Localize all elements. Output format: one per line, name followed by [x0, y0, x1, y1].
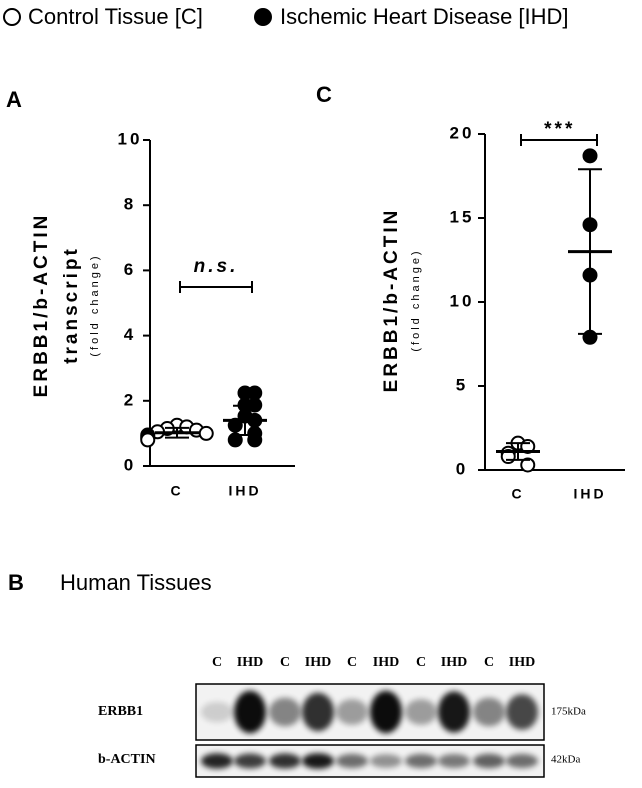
- y-tick-label: 15: [450, 207, 475, 226]
- band: [506, 694, 538, 730]
- legend-marker: [254, 8, 272, 26]
- y-axis-sublabel: (fold change): [89, 253, 101, 356]
- data-point: [227, 432, 243, 448]
- lane-label: C: [347, 655, 357, 670]
- band: [473, 753, 505, 769]
- y-axis-sublabel: (fold change): [410, 248, 422, 351]
- panel-letter: C: [316, 82, 332, 107]
- blot-title: Human Tissues: [60, 570, 212, 595]
- panel-letter: A: [6, 87, 22, 112]
- band: [302, 692, 334, 732]
- band: [405, 753, 437, 769]
- band: [201, 753, 233, 769]
- lane-label: C: [484, 655, 494, 670]
- band: [234, 690, 266, 734]
- band: [506, 753, 538, 769]
- y-tick-label: 20: [450, 123, 475, 142]
- band: [269, 753, 301, 769]
- band: [438, 691, 470, 733]
- y-tick-label: 5: [456, 375, 468, 394]
- y-axis-label: ERBB1/b-ACTIN: [31, 213, 52, 398]
- band: [370, 690, 402, 734]
- data-point: [198, 425, 214, 441]
- x-tick-label: C: [511, 486, 524, 502]
- y-tick-label: 10: [118, 129, 143, 148]
- band: [234, 753, 266, 769]
- data-point: [520, 457, 536, 473]
- row-label: ERBB1: [98, 704, 143, 719]
- x-tick-label: C: [170, 483, 183, 499]
- lane-label: IHD: [509, 655, 535, 670]
- y-tick-label: 4: [124, 325, 136, 344]
- x-tick-label: IHD: [573, 486, 606, 502]
- band: [405, 699, 437, 725]
- y-axis-label: transcript: [61, 246, 82, 364]
- lane-label: IHD: [441, 655, 467, 670]
- lane-label: C: [212, 655, 222, 670]
- band: [302, 753, 334, 769]
- band: [370, 754, 402, 768]
- band: [438, 754, 470, 768]
- blot-bands: [201, 690, 538, 769]
- annotation: n.s.: [194, 256, 239, 277]
- y-axis-label: ERBB1/b-ACTIN: [381, 208, 402, 393]
- y-tick-label: 10: [450, 291, 475, 310]
- size-label: 42kDa: [551, 754, 580, 766]
- y-tick-label: 0: [456, 459, 468, 478]
- lane-label: IHD: [237, 655, 263, 670]
- band: [201, 701, 233, 723]
- legend-label: Ischemic Heart Disease [IHD]: [280, 4, 569, 29]
- band: [336, 699, 368, 725]
- row-label: b-ACTIN: [98, 752, 156, 767]
- y-tick-label: 0: [124, 455, 136, 474]
- data-point: [227, 417, 243, 433]
- y-tick-label: 8: [124, 195, 136, 214]
- band: [269, 697, 301, 727]
- lane-label: C: [280, 655, 290, 670]
- data-point: [582, 148, 598, 164]
- lane-label: IHD: [305, 655, 331, 670]
- x-tick-label: IHD: [228, 483, 261, 499]
- panel-letter: B: [8, 570, 24, 595]
- lane-label: IHD: [373, 655, 399, 670]
- y-tick-label: 6: [124, 260, 136, 279]
- size-label: 175kDa: [551, 706, 586, 718]
- y-tick-label: 2: [124, 390, 136, 409]
- band: [336, 753, 368, 769]
- lane-label: C: [416, 655, 426, 670]
- legend-marker: [3, 8, 21, 26]
- data-point: [140, 432, 156, 448]
- data-point: [247, 432, 263, 448]
- data-point: [247, 385, 263, 401]
- legend-label: Control Tissue [C]: [28, 4, 203, 29]
- band: [473, 697, 505, 727]
- annotation: ***: [543, 119, 574, 140]
